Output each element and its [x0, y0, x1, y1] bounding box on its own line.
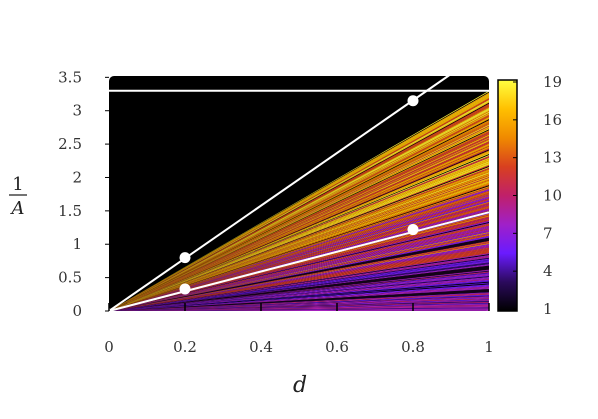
- heatmap-band-dark: [109, 288, 489, 311]
- colorbar-tick-label: 19: [543, 73, 562, 91]
- heatmap-band-dark: [109, 265, 489, 311]
- heatmap-band: [109, 90, 489, 311]
- y-tick-label: 3: [72, 102, 82, 120]
- y-tick-label: 0.5: [58, 269, 82, 287]
- marker-point-1: [179, 252, 191, 264]
- x-axis-ticks: 0 0.2 0.4 0.6 0.8 1: [104, 303, 494, 356]
- marker-point-2: [407, 95, 419, 107]
- x-tick-label: 0: [104, 338, 114, 356]
- y-axis-title-numerator: 1: [12, 174, 23, 195]
- overlay-lines: [108, 73, 490, 312]
- overlay-line-1: [108, 73, 452, 312]
- colorbar-tick-label: 16: [543, 111, 562, 129]
- x-tick-label: 0.8: [401, 338, 425, 356]
- y-tick-label: 3.5: [58, 68, 82, 86]
- colorbar-tick-label: 4: [543, 262, 553, 280]
- y-tick-label: 1.5: [58, 202, 82, 220]
- colorbar-ticks: 1 4 7 10 13 16 19: [513, 73, 562, 318]
- x-tick-label: 0.4: [249, 338, 273, 356]
- y-tick-label: 2: [72, 168, 82, 186]
- heatmap-band-dark: [109, 237, 489, 311]
- colorbar-tick-label: 1: [543, 300, 553, 318]
- x-tick-label: 0.2: [173, 338, 197, 356]
- y-tick-label: 1: [72, 235, 82, 253]
- heatmap-bands: [109, 90, 489, 311]
- overlay-points: [179, 95, 419, 295]
- y-tick-label: 2.5: [58, 135, 82, 153]
- x-tick-label: 1: [484, 338, 494, 356]
- marker-point-3: [179, 283, 191, 295]
- x-axis-title: d: [293, 373, 307, 398]
- y-axis-ticks: 0 0.5 1 1.5 2 2.5 3 3.5: [58, 68, 109, 320]
- x-tick-label: 0.6: [325, 338, 349, 356]
- colorbar-tick-label: 13: [543, 149, 562, 167]
- colorbar-tick-label: 7: [543, 224, 553, 242]
- colorbar-tick-label: 10: [543, 187, 562, 205]
- y-tick-label: 0: [72, 302, 82, 320]
- overlay-line-3: [108, 211, 490, 312]
- y-axis-title-denominator: A: [10, 198, 25, 219]
- marker-point-4: [407, 224, 419, 236]
- y-axis-title: 1 A: [9, 174, 27, 219]
